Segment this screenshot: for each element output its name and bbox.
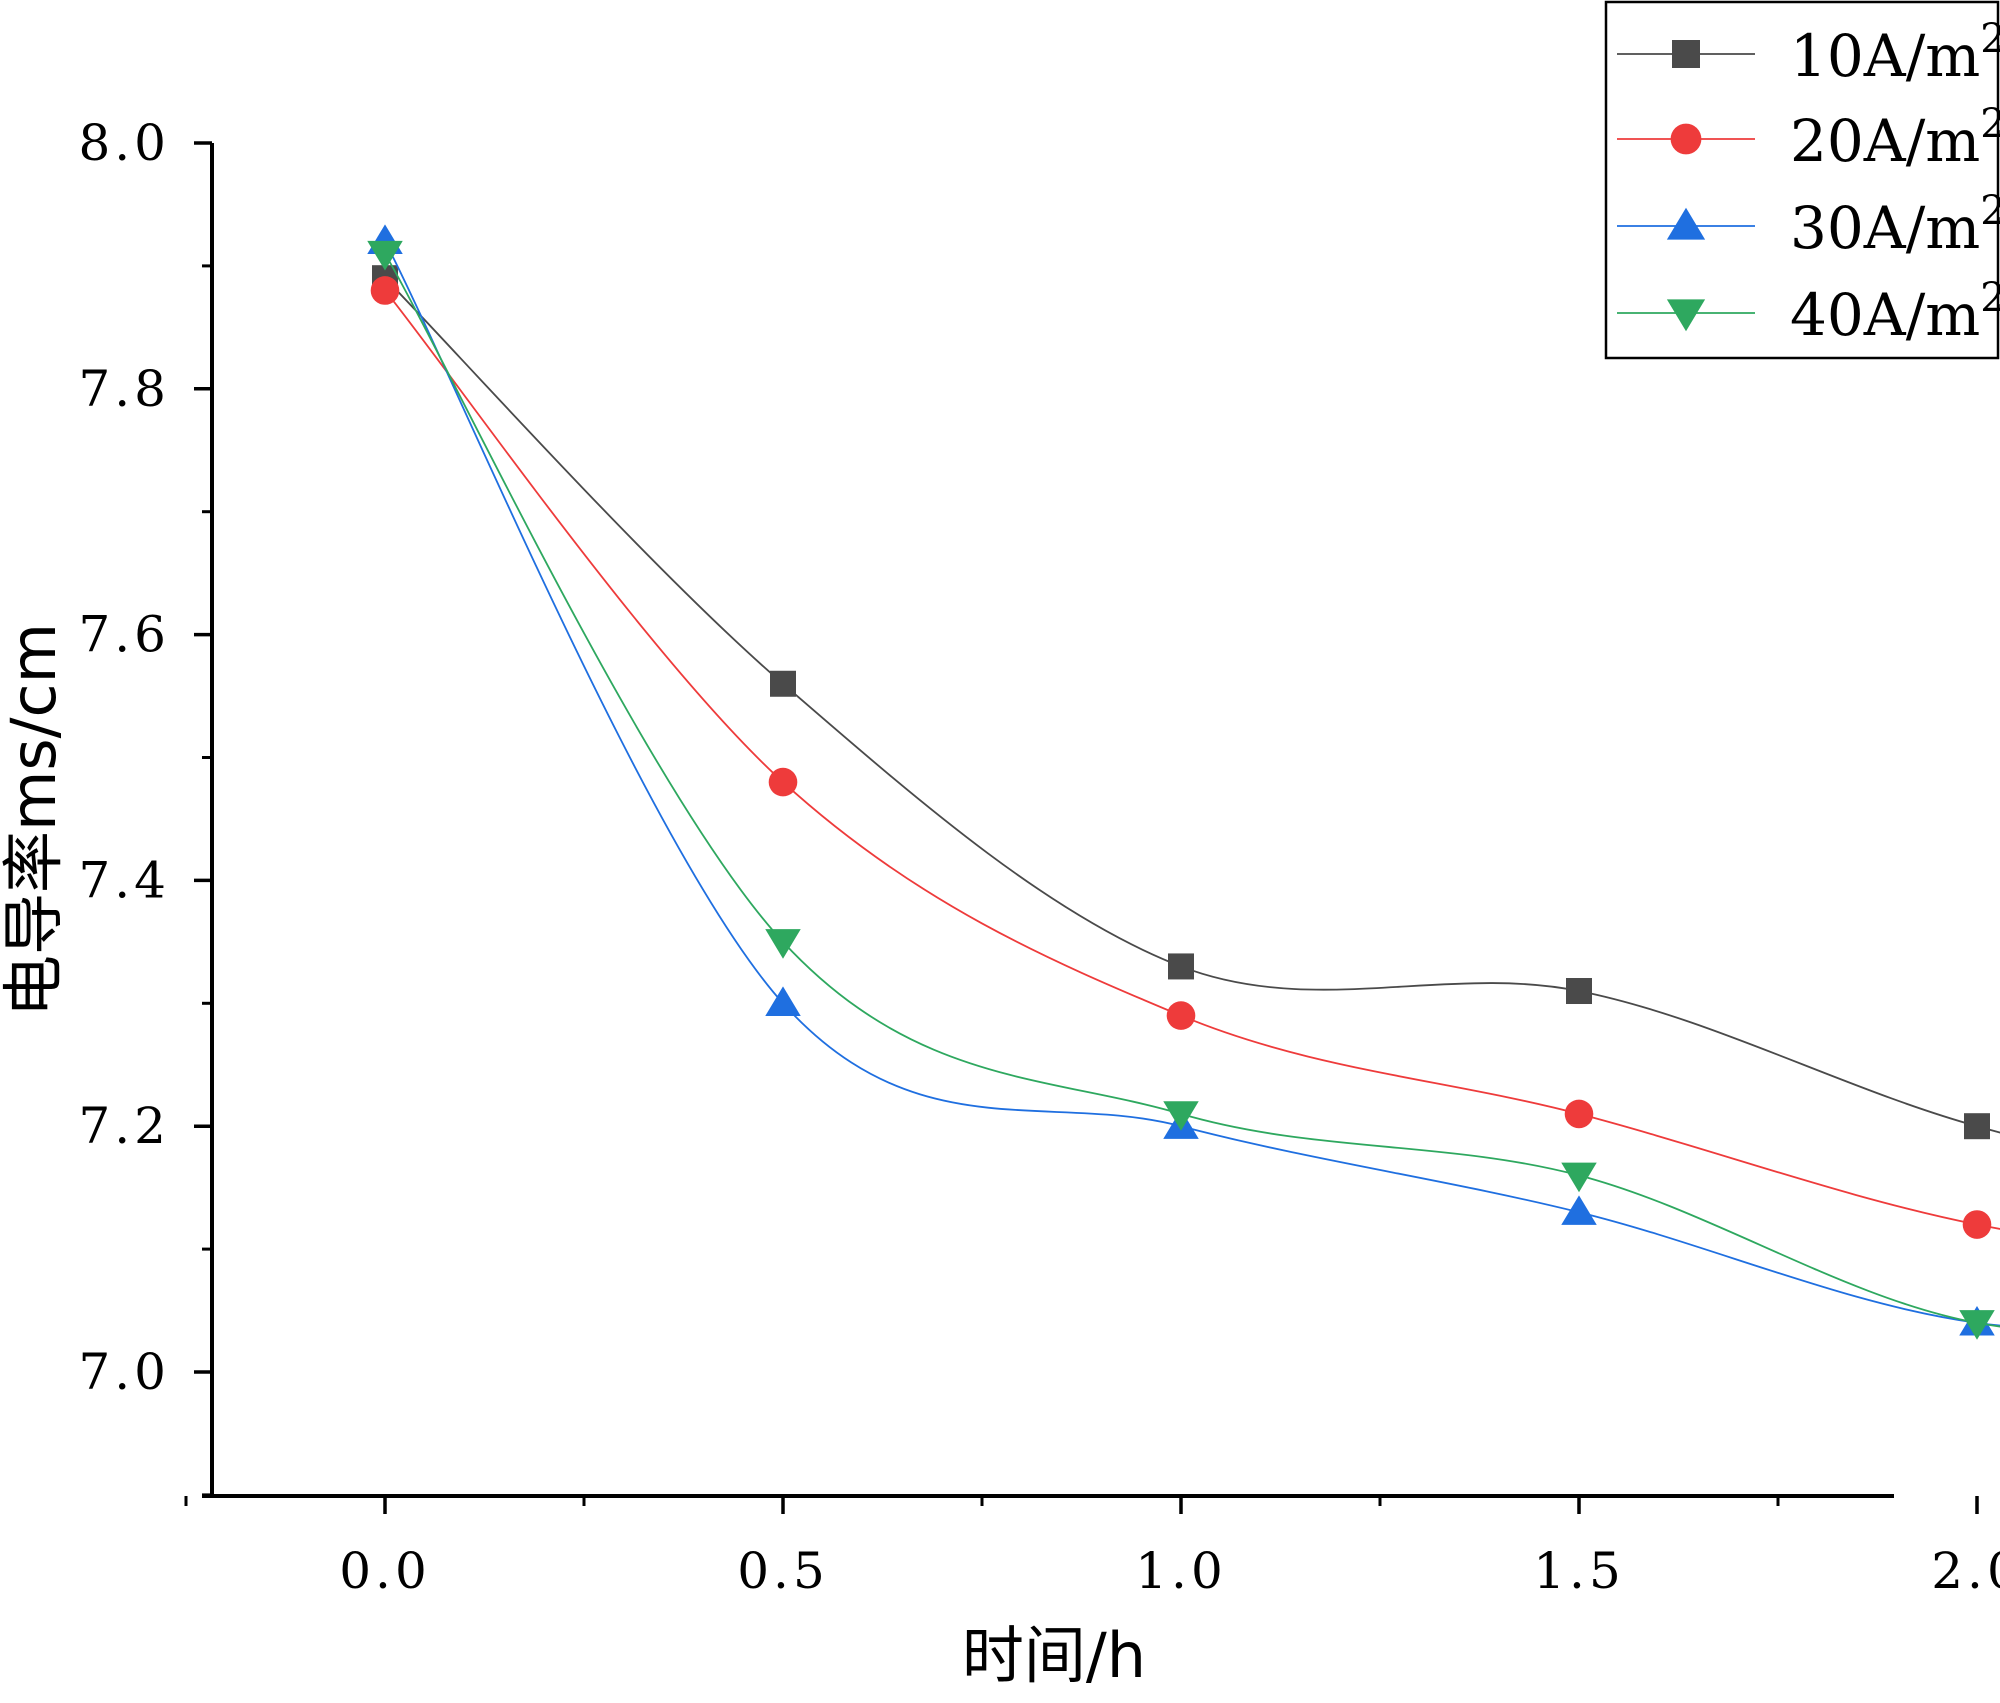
series-3-point-1 [765,986,801,1016]
series-2-point-1 [768,767,798,797]
legend-label-2: 20A/m2 [1790,101,2000,175]
series-2 [370,276,2000,1239]
series-1 [372,265,2000,1140]
x-tick-label-1: 0.5 [737,1542,829,1600]
series-1-point-4 [1964,1113,1990,1140]
series-line-4 [384,253,2000,1328]
y-tick-label-1: 7.2 [78,1097,170,1155]
legend-label-4: 40A/m2 [1790,275,2000,349]
x-tick-label-2: 1.0 [1135,1542,1227,1600]
y-tick-label-5: 8.0 [78,114,170,172]
series-3 [367,224,2000,1336]
series-2-point-4 [1962,1210,1992,1239]
legend-label-1: 10A/m2 [1790,16,2000,90]
y-tick-label-0: 7.0 [78,1343,170,1401]
series-1-point-2 [1168,953,1194,980]
x-tick-label-4: 2.0 [1931,1542,2000,1600]
x-axis-title: 时间/h [962,1619,1146,1692]
series-line-2 [384,289,2000,1230]
legend-label-3: 30A/m2 [1790,188,2000,262]
series-line-3 [384,240,2000,1327]
y-tick-label-4: 7.8 [78,360,170,418]
series-2-point-2 [1166,1001,1196,1030]
series-3-point-3 [1561,1195,1597,1225]
x-tick-label-3: 1.5 [1533,1542,1625,1600]
series-2-point-0 [370,276,400,305]
legend-item-3: 30A/m2 [1617,188,2000,262]
legend-marker-4 [1666,299,1706,332]
legend-items: 10A/m2 20A/m2 30A/m2 40A/m2 [1617,16,2000,349]
legend-item-1: 10A/m2 [1617,16,2000,90]
series-4 [367,240,2000,1340]
x-tick-label-0: 0.0 [339,1542,431,1600]
series-4-point-4 [1959,1310,1995,1340]
series-4-point-1 [765,929,801,959]
series-1-point-1 [770,670,796,697]
legend-box [1604,0,2000,360]
legend-item-2: 20A/m2 [1617,101,2000,175]
series-4-point-2 [1163,1101,1199,1131]
legend-marker-2 [1670,123,1702,155]
legend-marker-1 [1672,40,1700,68]
legend: 10A/m2 20A/m2 30A/m2 40A/m2 [1604,0,2000,360]
y-axis-title: 电导率ms/cm [0,623,70,1017]
series-line-1 [384,277,2000,1134]
series-layer [367,224,2000,1340]
legend-item-4: 40A/m2 [1617,275,2000,349]
series-2-point-3 [1564,1099,1594,1129]
y-tick-label-3: 7.6 [78,606,170,664]
series-4-point-3 [1561,1162,1597,1193]
series-4-point-0 [367,240,403,271]
axis-ticks: 0.00.51.01.52.02.53.03.57.07.27.47.67.88… [78,114,2000,1600]
y-tick-label-2: 7.4 [78,851,170,909]
series-1-point-3 [1566,978,1592,1005]
chart-axes [202,143,1894,1498]
legend-marker-3 [1666,207,1706,240]
